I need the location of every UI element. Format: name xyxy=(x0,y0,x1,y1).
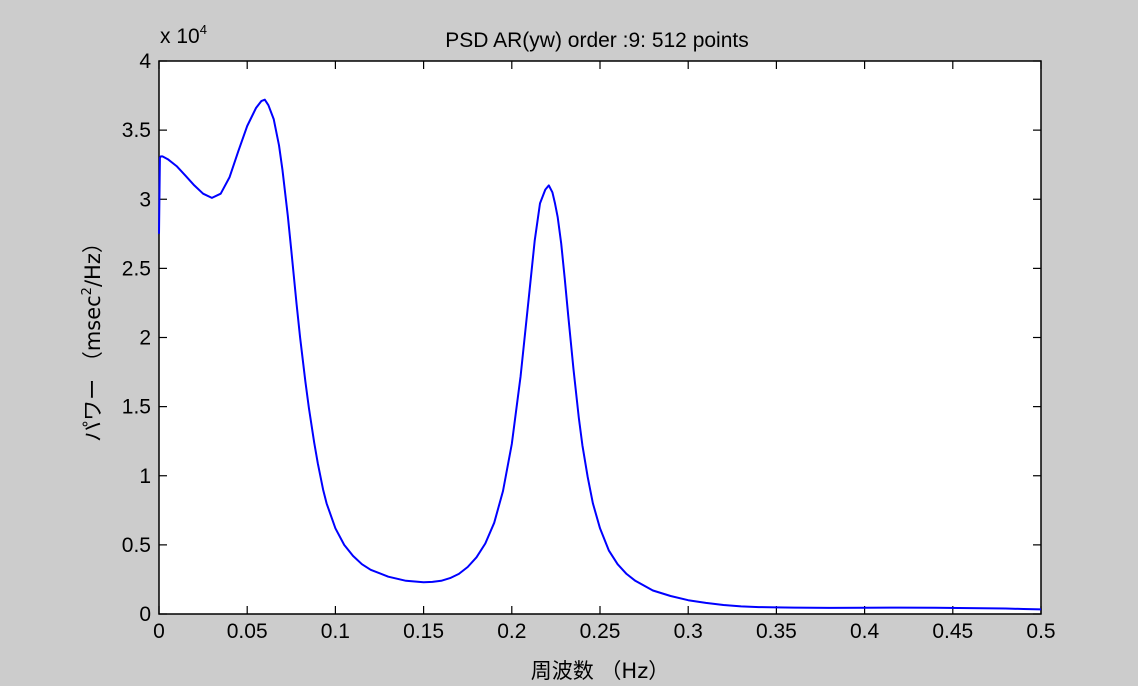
x-tick-label: 0.35 xyxy=(756,620,797,643)
y-tick-label: 1.5 xyxy=(122,396,151,419)
y-tick-label: 1 xyxy=(139,465,151,488)
psd-series-line xyxy=(158,98,1042,611)
y-exponent-prefix: x 10 xyxy=(160,25,200,48)
y-tick-label: 3.5 xyxy=(122,119,151,142)
x-tick-label: 0.5 xyxy=(1026,620,1055,643)
x-tick-label: 0.3 xyxy=(674,620,703,643)
y-tick-label: 4 xyxy=(139,50,151,73)
x-tick-label: 0.25 xyxy=(580,620,621,643)
y-axis-label: パワー （msec2/Hz） xyxy=(80,232,105,442)
y-tick-label: 2 xyxy=(139,327,151,350)
y-axis-label-tail: /Hz） xyxy=(81,232,105,287)
y-tick-label: 0 xyxy=(139,603,151,626)
y-exponent-power: 4 xyxy=(200,22,207,37)
x-tick-label: 0.2 xyxy=(497,620,526,643)
y-tick-label: 3 xyxy=(139,188,151,211)
axes-background xyxy=(158,60,1042,615)
x-axis-label: 周波数 （Hz） xyxy=(531,659,670,683)
x-tick-label: 0.05 xyxy=(227,620,268,643)
x-tick-label: 0.45 xyxy=(932,620,973,643)
y-axis-label-main: パワー （msec xyxy=(81,295,105,442)
y-axis-label-sup: 2 xyxy=(80,287,95,295)
chart-title: PSD AR(yw) order :9: 512 points xyxy=(445,29,748,52)
y-ticks: 0 0.5 1 1.5 2 2.5 3 3.5 4 xyxy=(122,50,1041,626)
x-ticks: 0 0.05 0.1 0.15 0.2 0.25 0.3 0.35 0.4 0.45 0.5 xyxy=(153,61,1056,643)
y-tick-label: 0.5 xyxy=(122,534,151,557)
x-tick-label: 0.15 xyxy=(403,620,444,643)
x-tick-label: 0.1 xyxy=(321,620,350,643)
y-tick-label: 2.5 xyxy=(122,257,151,280)
y-exponent-label: x 104 xyxy=(160,22,207,48)
x-tick-label: 0 xyxy=(153,620,165,643)
x-tick-label: 0.4 xyxy=(850,620,880,643)
plot-lines xyxy=(158,98,1042,611)
